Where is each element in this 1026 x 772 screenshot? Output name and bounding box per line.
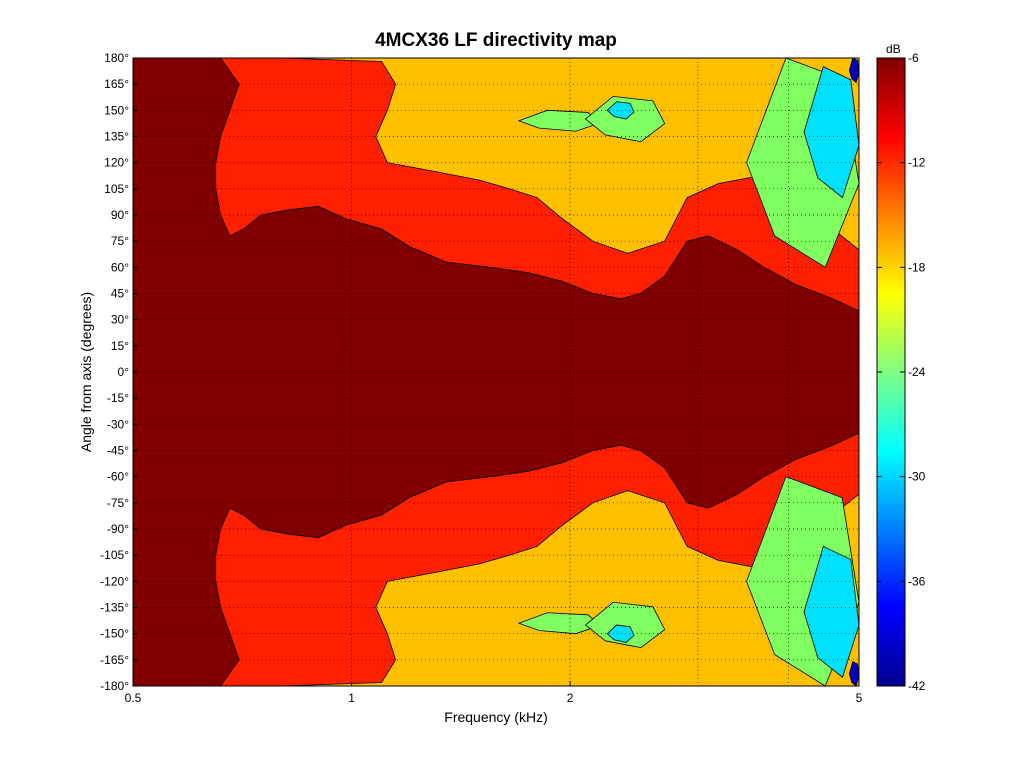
y-tick-label-21: -135° xyxy=(100,601,129,615)
grid-lines xyxy=(133,58,859,686)
y-tick-label-5: 105° xyxy=(104,182,129,196)
y-axis-label: Angle from axis (degrees) xyxy=(78,292,94,452)
y-tick-label-1: 165° xyxy=(104,77,129,91)
colorbar-tick-label-3: -24 xyxy=(908,365,926,379)
y-tick-label-8: 60° xyxy=(111,260,129,274)
contour--27_to_-33-region-1-upper xyxy=(803,66,859,199)
contour--27_to_-33-region-0-lower xyxy=(606,624,635,643)
contour--15_to_-21-lower xyxy=(280,490,859,686)
colorbar-ticks: -6 -12 -18 -24 -30 -36 -42 xyxy=(877,51,926,693)
y-tick-label-22: -150° xyxy=(100,627,129,641)
y-tick-label-14: -30° xyxy=(107,417,129,431)
y-tick-label-7: 75° xyxy=(111,234,129,248)
y-tick-label-13: -15° xyxy=(107,391,129,405)
y-tick-label-2: 150° xyxy=(104,103,129,117)
contour-below_-39-region-0-lower xyxy=(848,660,859,686)
contour-layers xyxy=(133,58,859,686)
colorbar-tick-label-4: -30 xyxy=(908,470,926,484)
x-axis-label: Frequency (kHz) xyxy=(444,709,547,725)
y-tick-label-15: -45° xyxy=(107,444,129,458)
colorbar-tick-label-1: -12 xyxy=(908,156,926,170)
y-tick-label-12: 0° xyxy=(118,365,130,379)
y-tick-label-9: 45° xyxy=(111,287,129,301)
colorbar-unit: dB xyxy=(886,42,901,56)
y-tick-label-10: 30° xyxy=(111,313,129,327)
contour-below_-39-region-0-upper xyxy=(848,58,859,84)
y-tick-label-23: -165° xyxy=(100,653,129,667)
x-tick-label-0: 0.5 xyxy=(125,691,142,705)
contour--27_to_-33-region-0-upper xyxy=(606,101,635,120)
y-tick-label-0: 180° xyxy=(104,51,129,65)
contour--21_to_-27-region-1-lower xyxy=(584,601,666,649)
colorbar-tick-label-2: -18 xyxy=(908,260,926,274)
colorbar-tick-label-6: -42 xyxy=(908,679,926,693)
plot-area xyxy=(133,58,859,686)
y-tick-label-3: 135° xyxy=(104,130,129,144)
x-tick-label-3: 5 xyxy=(856,691,863,705)
chart-title: 4MCX36 LF directivity map xyxy=(375,30,617,51)
y-axis-ticks: 180° 165° 150° 135° 120° 105° 90° 75° 60° 45° 30° 1… xyxy=(100,51,138,693)
y-tick-label-4: 120° xyxy=(104,156,129,170)
y-tick-label-11: 15° xyxy=(111,339,129,353)
y-tick-label-24: -180° xyxy=(100,679,129,693)
contour--15_to_-21-upper xyxy=(280,58,859,254)
colorbar-tick-label-0: -6 xyxy=(908,51,919,65)
y-tick-label-17: -75° xyxy=(107,496,129,510)
x-tick-label-1: 1 xyxy=(348,691,355,705)
x-axis-ticks: 0.5 1 2 5 xyxy=(125,681,863,705)
y-tick-label-16: -60° xyxy=(107,470,129,484)
colorbar: dB -6 -12 -18 -24 -30 -36 -42 xyxy=(876,42,926,693)
y-tick-label-18: -90° xyxy=(107,522,129,536)
y-tick-label-20: -120° xyxy=(100,574,129,588)
contour--27_to_-33-region-1-lower xyxy=(803,545,859,678)
x-tick-label-2: 2 xyxy=(567,691,574,705)
colorbar-tick-label-5: -36 xyxy=(908,574,926,588)
y-tick-label-19: -105° xyxy=(100,548,129,562)
y-tick-label-6: 90° xyxy=(111,208,129,222)
